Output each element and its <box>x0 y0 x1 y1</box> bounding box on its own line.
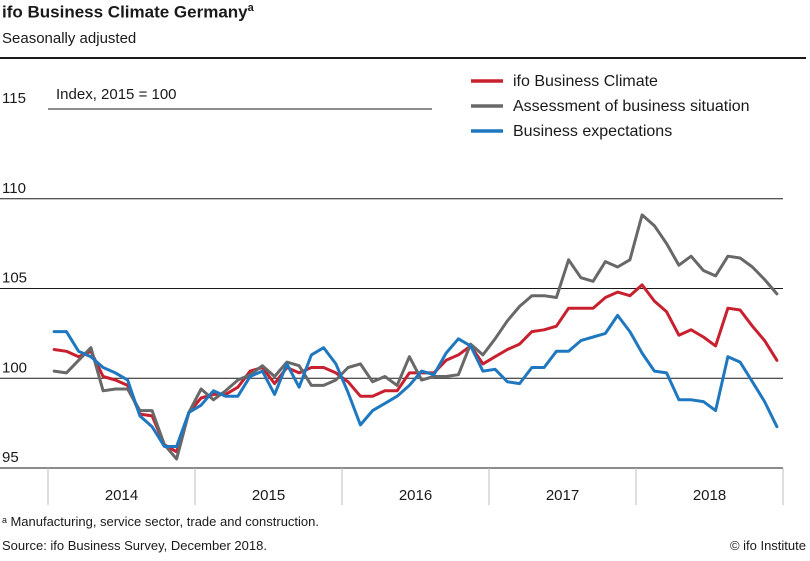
legend: ifo Business Climate Assessment of busine… <box>471 73 750 140</box>
gridlines <box>0 108 783 469</box>
series-lines <box>52 213 779 461</box>
y-axis-label: Index, 2015 = 100 <box>56 86 177 103</box>
series-line-2 <box>52 313 779 448</box>
y-tick-label: 100 <box>2 359 27 376</box>
chart-subtitle: Seasonally adjusted <box>2 30 137 47</box>
source-note: Source: ifo Business Survey, December 20… <box>2 538 267 553</box>
chart-title-text: ifo Business Climate Germany <box>2 2 248 22</box>
y-axis-tick-labels: 95 100 105 110 115 <box>2 90 27 466</box>
legend-label: Business expectations <box>513 123 672 140</box>
header-rule <box>0 57 806 59</box>
x-tick-label: 2015 <box>252 487 285 504</box>
footnote: ᵃ Manufacturing, service sector, trade a… <box>2 514 319 529</box>
x-tick-label: 2016 <box>399 487 432 504</box>
y-tick-label: 105 <box>2 270 27 287</box>
copyright-credit: © ifo Institute <box>729 538 806 553</box>
y-tick-label: 95 <box>2 449 19 466</box>
y-tick-label: 115 <box>2 90 26 107</box>
legend-label: ifo Business Climate <box>513 73 658 90</box>
chart-title: ifo Business Climate Germanya <box>2 2 254 23</box>
legend-label: Assessment of business situation <box>513 98 750 115</box>
x-axis: 2014 2015 2016 2017 2018 <box>47 468 784 505</box>
y-tick-label: 110 <box>2 180 26 197</box>
x-tick-label: 2017 <box>546 487 579 504</box>
series-line-0 <box>52 283 779 454</box>
title-footnote-marker: a <box>247 2 254 14</box>
x-tick-label: 2014 <box>105 487 138 504</box>
series-line-1 <box>52 213 779 461</box>
x-tick-label: 2018 <box>693 487 726 504</box>
